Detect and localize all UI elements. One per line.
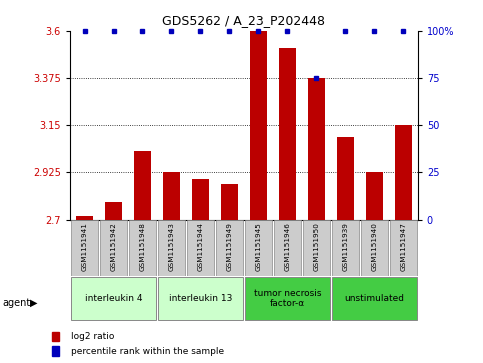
Text: percentile rank within the sample: percentile rank within the sample: [71, 347, 224, 355]
Bar: [52, 346, 59, 356]
Bar: [158, 220, 185, 276]
Bar: [129, 220, 156, 276]
Text: GSM1151948: GSM1151948: [140, 222, 145, 271]
Text: GSM1151942: GSM1151942: [111, 222, 116, 271]
Text: interleukin 4: interleukin 4: [85, 294, 142, 303]
Bar: [52, 332, 59, 342]
Text: GSM1151944: GSM1151944: [198, 222, 203, 271]
Title: GDS5262 / A_23_P202448: GDS5262 / A_23_P202448: [162, 14, 326, 27]
Bar: [163, 172, 180, 220]
Text: log2 ratio: log2 ratio: [71, 332, 114, 341]
Bar: [216, 220, 243, 276]
Bar: [308, 78, 325, 220]
Bar: [105, 202, 122, 220]
Bar: [337, 137, 354, 220]
Text: GSM1151945: GSM1151945: [256, 222, 261, 271]
Bar: [134, 151, 151, 220]
Bar: [187, 220, 214, 276]
Text: GSM1151946: GSM1151946: [284, 222, 290, 271]
Text: ▶: ▶: [30, 298, 38, 308]
Text: GSM1151940: GSM1151940: [371, 222, 377, 271]
Bar: [274, 220, 301, 276]
Bar: [395, 125, 412, 220]
Bar: [71, 277, 156, 320]
Bar: [279, 48, 296, 220]
Text: GSM1151941: GSM1151941: [82, 222, 87, 271]
Bar: [366, 172, 383, 220]
Bar: [245, 277, 330, 320]
Text: unstimulated: unstimulated: [344, 294, 404, 303]
Text: GSM1151939: GSM1151939: [342, 222, 348, 271]
Bar: [361, 220, 388, 276]
Bar: [221, 184, 238, 220]
Text: agent: agent: [2, 298, 30, 308]
Text: GSM1151943: GSM1151943: [169, 222, 174, 271]
Text: interleukin 13: interleukin 13: [169, 294, 232, 303]
Bar: [250, 31, 267, 220]
Text: GSM1151949: GSM1151949: [227, 222, 232, 271]
Bar: [192, 179, 209, 220]
Bar: [390, 220, 417, 276]
Bar: [245, 220, 272, 276]
Bar: [76, 216, 93, 220]
Bar: [332, 220, 359, 276]
Text: tumor necrosis
factor-α: tumor necrosis factor-α: [254, 289, 321, 308]
Bar: [100, 220, 127, 276]
Bar: [158, 277, 243, 320]
Bar: [303, 220, 330, 276]
Text: GSM1151947: GSM1151947: [400, 222, 406, 271]
Bar: [332, 277, 417, 320]
Text: GSM1151950: GSM1151950: [313, 222, 319, 271]
Bar: [71, 220, 98, 276]
